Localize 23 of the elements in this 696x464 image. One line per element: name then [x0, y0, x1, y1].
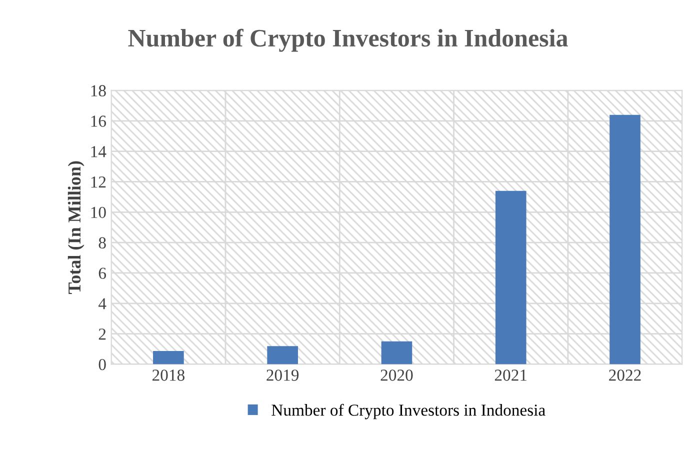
bar: [495, 190, 526, 364]
y-tick-label: 10: [91, 206, 106, 218]
y-tick-label: 12: [91, 176, 106, 188]
y-tick-label: 16: [91, 116, 106, 127]
y-tick-label: 2: [98, 328, 106, 340]
legend-label: Number of Crypto Investors in Indonesia: [272, 404, 546, 420]
bar: [153, 351, 184, 364]
x-tick-label: 2020: [380, 370, 413, 381]
y-tick-label: 6: [98, 268, 106, 279]
y-tick-label: 14: [91, 146, 106, 158]
chart-title: Number of Crypto Investors in Indonesia: [128, 28, 568, 52]
y-axis-title: Total (In Million): [68, 161, 84, 294]
bar: [267, 346, 298, 364]
bar: [381, 341, 412, 364]
y-tick-label: 18: [91, 85, 106, 96]
x-tick-label: 2021: [494, 370, 527, 381]
y-tick-label: 8: [98, 237, 106, 249]
y-tick-label: 4: [98, 298, 106, 310]
x-tick-label: 2018: [152, 370, 184, 381]
bar: [610, 114, 640, 364]
y-tick-label: 0: [98, 358, 106, 370]
x-tick-label: 2022: [609, 370, 641, 381]
x-tick-label: 2019: [266, 370, 299, 381]
